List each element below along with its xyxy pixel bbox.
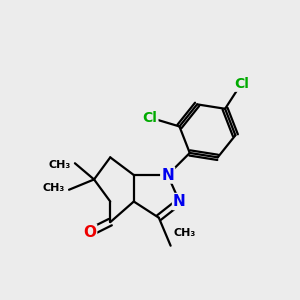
- Text: Cl: Cl: [234, 77, 249, 91]
- Text: CH₃: CH₃: [174, 228, 196, 238]
- Text: CH₃: CH₃: [42, 183, 64, 193]
- Text: O: O: [83, 225, 96, 240]
- Text: N: N: [173, 194, 186, 209]
- Text: N: N: [161, 167, 174, 182]
- Text: CH₃: CH₃: [48, 160, 70, 170]
- Text: Cl: Cl: [142, 111, 158, 124]
